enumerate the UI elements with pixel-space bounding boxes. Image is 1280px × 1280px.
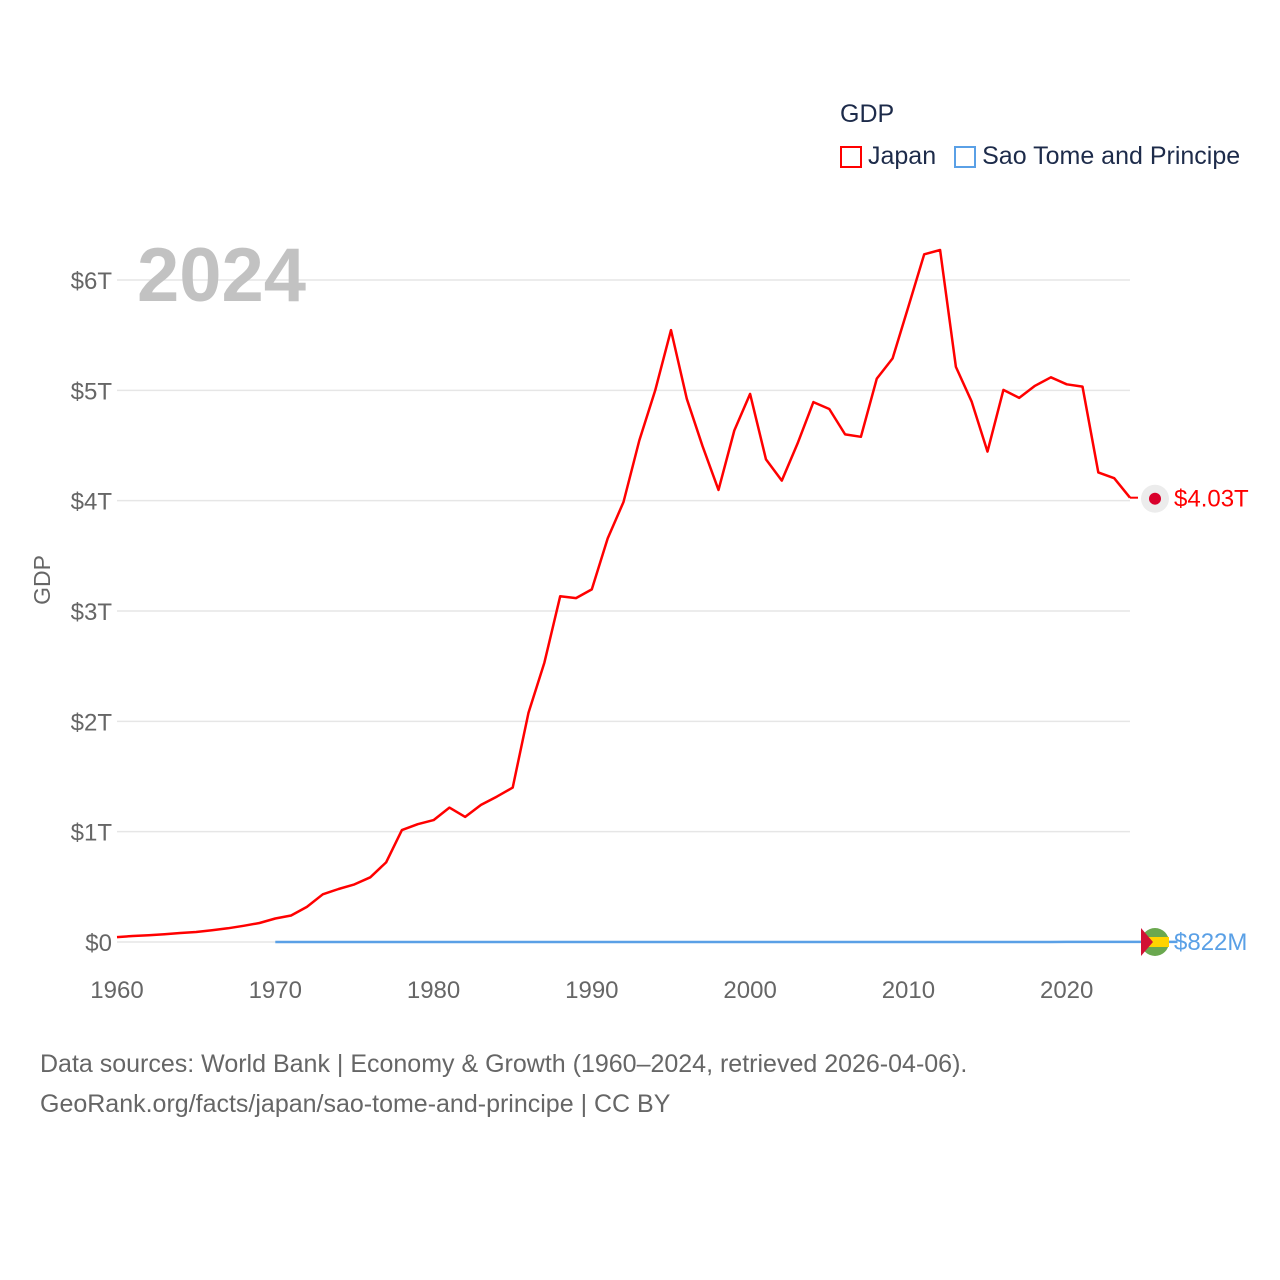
- sao-tome-flag-band: [1141, 937, 1169, 947]
- legend-title: GDP: [840, 100, 895, 128]
- legend-item-sao-tome[interactable]: Sao Tome and Principe: [954, 142, 1240, 171]
- year-watermark: 2024: [137, 233, 306, 318]
- footer: Data sources: World Bank | Economy & Gro…: [40, 1044, 967, 1124]
- x-tick-label: 2000: [723, 977, 776, 1004]
- y-tick-label: $1T: [71, 820, 113, 847]
- japan-end-label: $4.03T: [1174, 486, 1249, 513]
- x-tick-label: 1960: [90, 977, 143, 1004]
- x-tick-label: 2020: [1040, 977, 1093, 1004]
- legend-swatch-sao-tome: [954, 145, 977, 168]
- legend: Japan Sao Tome and Principe: [840, 142, 1258, 171]
- y-tick-label: $4T: [71, 489, 113, 516]
- x-tick-label: 2010: [882, 977, 935, 1004]
- x-tick-label: 1980: [407, 977, 460, 1004]
- series-line-japan: [116, 248, 1131, 939]
- x-tick-label: 1970: [249, 977, 302, 1004]
- sao-tome-end-label: $822M: [1174, 929, 1247, 956]
- y-tick-label: $3T: [71, 599, 113, 626]
- legend-swatch-japan: [840, 145, 862, 168]
- y-tick-label: $6T: [71, 268, 113, 295]
- sao-tome-flag-triangle: [1141, 928, 1153, 956]
- footer-sources: Data sources: World Bank | Economy & Gro…: [40, 1050, 968, 1078]
- y-tick-label: $5T: [71, 378, 113, 405]
- y-tick-label: $0: [85, 930, 112, 957]
- y-axis-label: GDP: [29, 555, 55, 605]
- japan-flag-icon: [1149, 492, 1161, 505]
- legend-label-japan: Japan: [868, 142, 937, 170]
- legend-label-sao-tome: Sao Tome and Principe: [982, 142, 1241, 170]
- legend-item-japan[interactable]: Japan: [840, 142, 936, 171]
- y-tick-label: $2T: [71, 709, 113, 736]
- x-tick-label: 1990: [565, 977, 618, 1004]
- footer-link[interactable]: GeoRank.org/facts/japan/sao-tome-and-pri…: [40, 1090, 671, 1118]
